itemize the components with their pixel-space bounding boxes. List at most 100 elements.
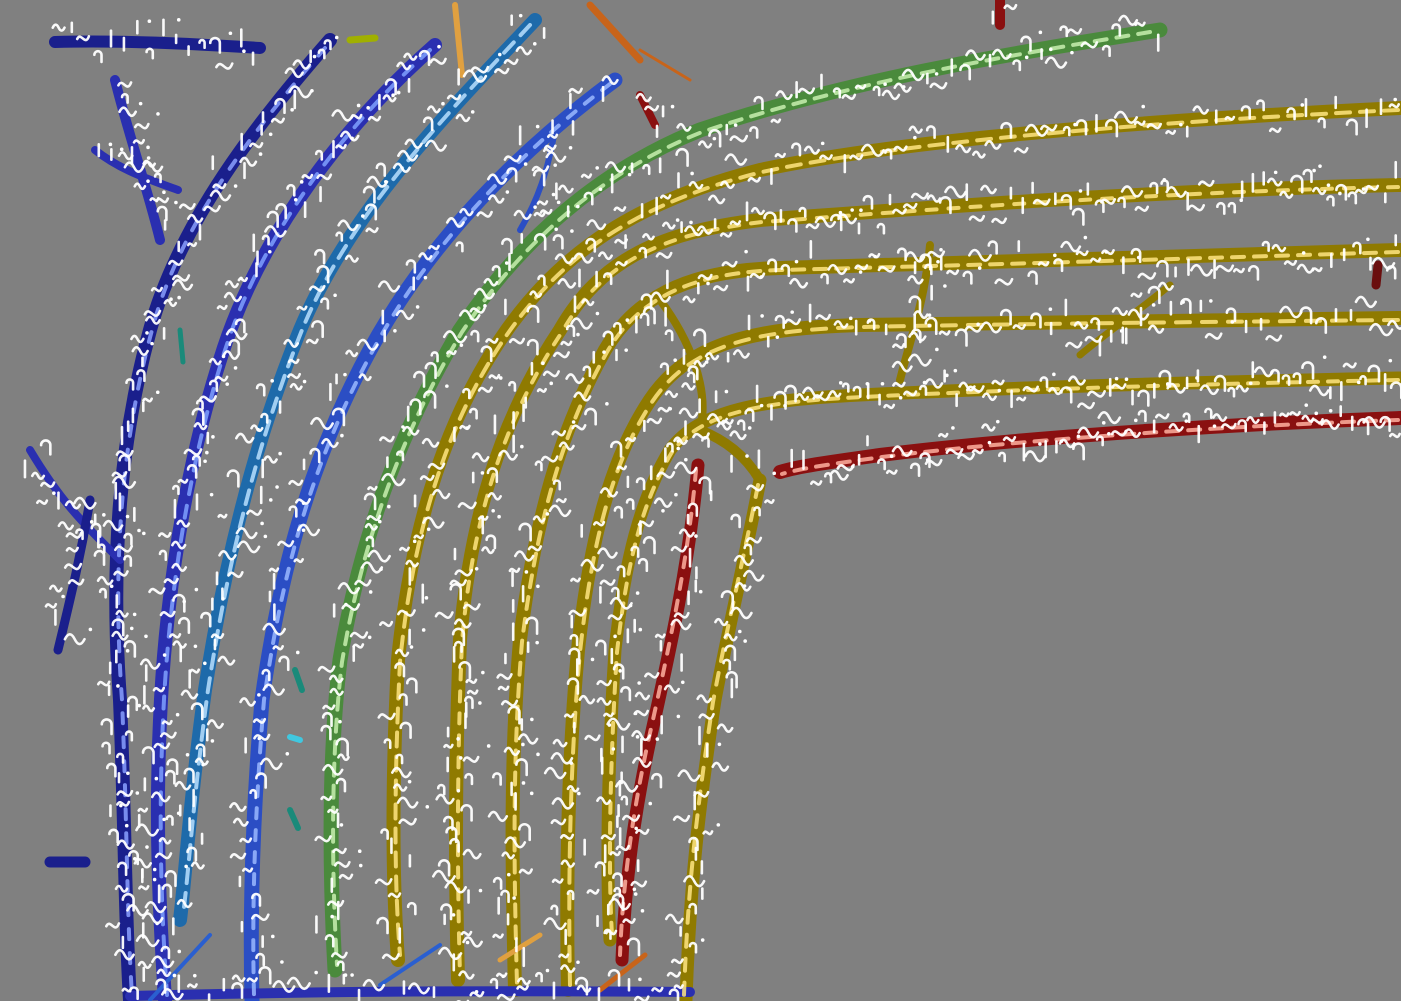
ink-glyph: [746, 484, 765, 492]
ink-dot: [135, 791, 140, 795]
ink-glyph: [39, 439, 52, 456]
ink-glyph: [750, 206, 765, 216]
ink-dot: [640, 909, 645, 913]
ink-dot: [445, 384, 449, 388]
ink-glyph: [573, 391, 592, 402]
ink-glyph: [1156, 259, 1169, 278]
ink-dot: [523, 162, 528, 166]
ink-glyph: [1133, 120, 1146, 126]
ink-glyph: [532, 168, 546, 187]
ink-glyph: [266, 210, 279, 228]
ink-glyph: [596, 796, 612, 806]
ink-glyph: [733, 554, 755, 567]
ink-glyph: [141, 912, 164, 925]
ink-glyph: [1012, 323, 1026, 330]
ink-glyph: [1292, 372, 1302, 385]
ink-glyph: [644, 104, 660, 112]
ink-glyph: [696, 694, 712, 704]
olive-band-connector-stroke: [695, 425, 765, 485]
ink-glyph: [719, 232, 733, 238]
ink-glyph: [200, 611, 212, 628]
ink-dot: [521, 742, 525, 747]
ink-glyph: [566, 785, 580, 793]
ink-glyph: [459, 207, 474, 217]
ink-glyph: [1220, 422, 1237, 430]
ink-glyph: [1216, 201, 1226, 215]
ink-glyph: [1388, 102, 1401, 109]
ink-glyph: [829, 469, 849, 481]
ink-dot: [267, 249, 272, 254]
ink-dot: [258, 152, 263, 156]
ink-glyph: [235, 432, 255, 444]
ink-glyph: [1212, 413, 1228, 422]
ink-glyph: [488, 373, 501, 380]
ink-glyph: [610, 440, 623, 458]
ink-dot: [1133, 418, 1138, 423]
ink-dot: [1053, 253, 1057, 258]
ink-glyph: [1359, 375, 1367, 386]
ink-glyph: [797, 87, 816, 95]
ink-dot: [1328, 408, 1333, 413]
navy-band-top-stroke: [49, 35, 266, 54]
ink-dot: [1141, 104, 1146, 109]
ink-glyph: [1197, 179, 1215, 187]
ink-glyph: [640, 293, 653, 310]
ink-glyph: [352, 643, 365, 649]
ink-glyph: [1024, 123, 1049, 137]
ink-glyph: [503, 154, 522, 163]
blue-bottom-fleck2: [378, 943, 442, 987]
ink-glyph: [559, 833, 575, 840]
ink-glyph: [957, 452, 976, 461]
ink-glyph: [172, 640, 187, 649]
ink-glyph: [1302, 168, 1313, 184]
ink-dot: [146, 156, 151, 160]
ink-dot: [425, 805, 430, 809]
ink-glyph: [108, 828, 119, 844]
ink-glyph: [984, 140, 1002, 150]
ink-glyph: [278, 655, 290, 672]
ink-glyph: [729, 606, 753, 620]
ink-glyph: [277, 540, 295, 548]
crimson-highlight: [780, 418, 1400, 476]
ink-glyph: [116, 800, 131, 807]
ink-glyph: [714, 617, 729, 627]
ink-glyph: [997, 451, 1006, 463]
ink-glyph: [1080, 41, 1099, 49]
ink-glyph: [365, 227, 379, 234]
ink-dot: [339, 823, 344, 827]
ink-glyph: [895, 333, 907, 349]
ink-glyph: [101, 741, 111, 755]
ink-dot: [343, 372, 347, 377]
navy-band-diagonal-stroke: [110, 75, 165, 245]
ink-glyph: [354, 579, 372, 587]
ink-dot: [1179, 122, 1183, 127]
ink-glyph: [552, 738, 568, 748]
ink-dot: [673, 358, 677, 362]
crimson-vertical-highlight: [618, 468, 698, 957]
ink-glyph: [501, 851, 515, 860]
cyan-fleck: [287, 734, 303, 743]
ink-glyph: [560, 340, 573, 347]
ink-glyph: [104, 922, 121, 929]
ink-glyph: [328, 674, 344, 684]
ink-dot: [684, 457, 688, 462]
ink-dot: [184, 864, 188, 869]
ink-glyph: [169, 632, 182, 639]
ink-dot: [668, 406, 673, 411]
ink-dot: [742, 584, 747, 588]
ink-glyph: [529, 290, 543, 298]
ink-dot: [598, 187, 603, 192]
ink-glyph: [194, 757, 209, 766]
ink-glyph: [252, 717, 267, 724]
ink-glyph: [892, 343, 906, 349]
royal-band-branch-stroke: [517, 127, 558, 233]
ink-glyph: [272, 645, 284, 651]
ink-glyph: [615, 844, 630, 852]
ink-glyph: [63, 633, 86, 646]
ink-glyph: [908, 331, 927, 342]
ink-glyph: [1389, 381, 1401, 400]
ink-glyph: [908, 125, 923, 134]
ink-glyph: [428, 244, 440, 251]
ink-glyph: [892, 381, 906, 388]
